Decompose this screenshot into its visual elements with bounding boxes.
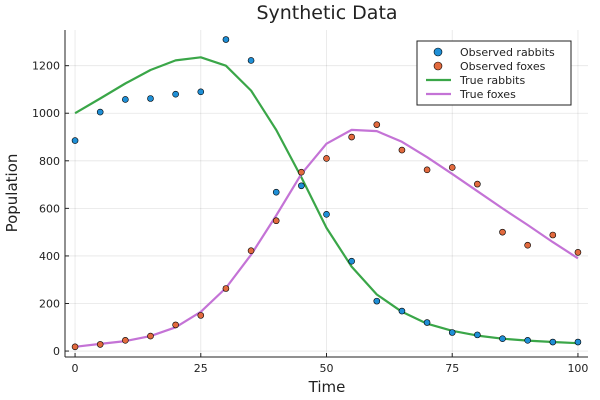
- line-true-rabbits: [74, 56, 578, 345]
- point-observed-foxes: [373, 121, 381, 128]
- point-observed-rabbits: [272, 188, 280, 196]
- point-observed-foxes: [398, 146, 406, 154]
- y-tick-label: 800: [39, 155, 60, 168]
- legend-swatch-marker: [433, 61, 443, 71]
- legend-label: True foxes: [459, 88, 516, 101]
- point-observed-foxes: [574, 249, 582, 256]
- x-tick-label: 25: [194, 362, 208, 375]
- point-observed-foxes: [272, 217, 280, 225]
- x-tick-label: 100: [567, 362, 588, 375]
- point-observed-foxes: [524, 241, 531, 249]
- point-observed-foxes: [448, 164, 456, 171]
- point-observed-rabbits: [423, 319, 431, 326]
- x-tick-label: 0: [72, 362, 79, 375]
- point-observed-rabbits: [348, 257, 355, 265]
- legend-label: Observed foxes: [460, 60, 546, 73]
- point-observed-rabbits: [323, 211, 330, 218]
- point-observed-foxes: [147, 332, 154, 340]
- point-observed-foxes: [247, 247, 255, 254]
- point-observed-rabbits: [549, 338, 557, 346]
- y-axis-label: Population: [3, 154, 21, 233]
- point-observed-rabbits: [373, 297, 381, 305]
- y-tick-label: 200: [39, 297, 60, 310]
- point-observed-foxes: [474, 180, 481, 188]
- point-observed-foxes: [348, 133, 355, 141]
- legend-label: True rabbits: [459, 74, 525, 87]
- point-observed-rabbits: [247, 57, 255, 64]
- series-points: [71, 36, 582, 351]
- point-observed-foxes: [499, 228, 506, 236]
- line-true-foxes: [74, 128, 579, 348]
- point-observed-rabbits: [298, 182, 305, 190]
- point-observed-foxes: [298, 168, 305, 176]
- y-tick-label: 1200: [32, 60, 60, 73]
- y-tick-label: 600: [39, 202, 60, 215]
- point-observed-foxes: [323, 155, 330, 162]
- chart-title: Synthetic Data: [256, 2, 397, 24]
- point-observed-rabbits: [197, 88, 205, 96]
- y-tick-label: 1000: [32, 107, 60, 120]
- legend-label: Observed rabbits: [460, 46, 555, 59]
- point-observed-foxes: [222, 285, 230, 292]
- point-observed-rabbits: [524, 337, 531, 344]
- point-observed-rabbits: [574, 338, 582, 346]
- point-observed-rabbits: [398, 307, 406, 315]
- point-observed-rabbits: [448, 329, 456, 336]
- point-observed-rabbits: [499, 335, 506, 342]
- point-observed-foxes: [71, 343, 79, 351]
- point-observed-foxes: [96, 341, 104, 348]
- point-observed-rabbits: [222, 36, 230, 43]
- point-observed-rabbits: [122, 96, 129, 103]
- point-observed-rabbits: [172, 90, 179, 98]
- point-observed-rabbits: [71, 137, 79, 144]
- y-tick-label: 0: [53, 345, 60, 358]
- point-observed-foxes: [172, 321, 179, 329]
- legend-swatch-marker: [433, 47, 443, 57]
- point-observed-foxes: [423, 166, 431, 174]
- series-lines: [74, 56, 579, 348]
- point-observed-rabbits: [96, 108, 104, 116]
- x-tick-label: 75: [445, 362, 459, 375]
- point-observed-rabbits: [474, 331, 481, 339]
- point-observed-foxes: [122, 337, 129, 344]
- point-observed-foxes: [549, 231, 557, 239]
- point-observed-foxes: [197, 312, 205, 319]
- point-observed-rabbits: [147, 95, 154, 102]
- x-axis-label: Time: [308, 378, 346, 396]
- y-tick-label: 400: [39, 250, 60, 263]
- x-tick-label: 50: [320, 362, 334, 375]
